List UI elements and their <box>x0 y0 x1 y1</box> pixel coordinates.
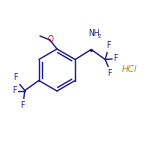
Text: NH: NH <box>88 29 100 38</box>
Text: F: F <box>21 100 25 109</box>
Text: 2: 2 <box>98 35 101 40</box>
Text: F: F <box>106 41 110 50</box>
Text: F: F <box>12 86 17 95</box>
Text: F: F <box>13 74 18 83</box>
Text: O: O <box>48 36 54 45</box>
Text: F: F <box>107 69 111 78</box>
Text: F: F <box>113 54 117 63</box>
Text: HCl: HCl <box>122 66 138 74</box>
